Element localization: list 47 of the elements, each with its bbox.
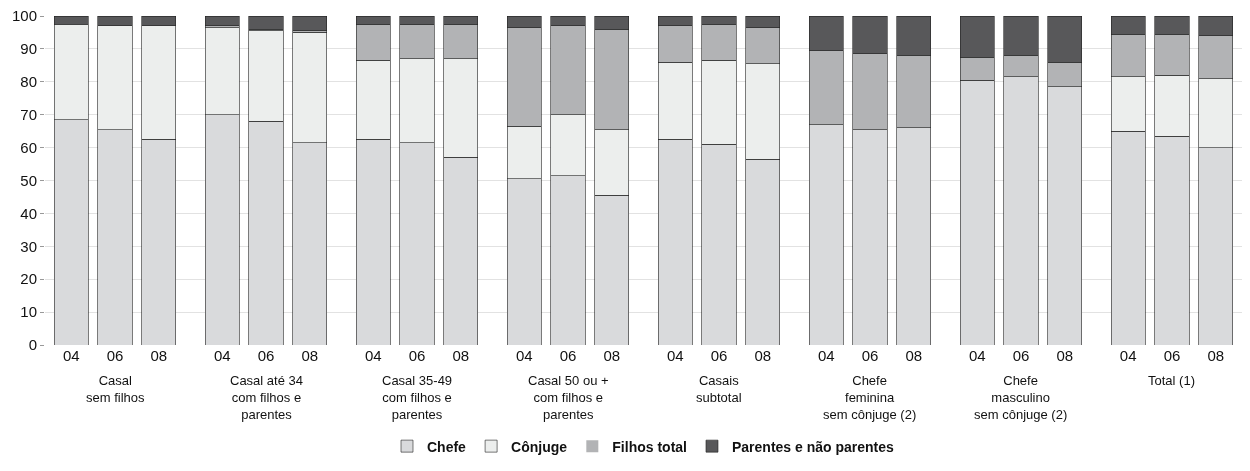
- x-tick-label: 06: [710, 347, 728, 364]
- y-tick-label: 70: [20, 105, 37, 123]
- y-tick-label: 30: [20, 237, 37, 255]
- x-tick-label: 06: [1012, 347, 1030, 364]
- y-tick-label: 80: [20, 73, 37, 91]
- x-tick-label: 08: [452, 347, 470, 364]
- legend-label: Parentes e não parentes: [731, 438, 895, 455]
- y-tick-label: 40: [20, 204, 37, 222]
- x-tick-label: 08: [1056, 347, 1074, 364]
- text: Casais subtotal: [696, 373, 742, 405]
- y-tick-label: 100: [11, 7, 37, 25]
- text: Casal 50 ou + com filhos e parentes: [528, 373, 609, 422]
- x-tick-label: 04: [364, 347, 382, 364]
- y-tick-label: 60: [20, 138, 37, 156]
- legend-label: Filhos total: [612, 438, 687, 455]
- y-tick-label: 50: [20, 171, 37, 189]
- x-tick-label: 08: [905, 347, 923, 364]
- x-tick-label: 04: [666, 347, 684, 364]
- text: Casal sem filhos: [86, 373, 146, 405]
- y-tick-label: 0: [28, 336, 37, 354]
- x-tick-label: 04: [817, 347, 835, 364]
- x-tick-label: 06: [408, 347, 426, 364]
- x-tick-label: 06: [861, 347, 879, 364]
- y-tick-label: 20: [20, 270, 37, 288]
- x-tick-label: 08: [150, 347, 168, 364]
- text: Chefe masculino sem cônjuge (2): [974, 373, 1068, 422]
- y-tick-label: 10: [20, 303, 37, 321]
- text: Chefe feminina sem cônjuge (2): [823, 373, 917, 422]
- x-tick-label: 06: [106, 347, 124, 364]
- x-tick-label: 04: [968, 347, 986, 364]
- x-tick-label: 04: [515, 347, 533, 364]
- x-tick-label: 08: [754, 347, 772, 364]
- legend-label: Chefe: [427, 438, 467, 455]
- text: Casal até 34 com filhos e parentes: [230, 373, 303, 422]
- x-tick-label: 04: [1119, 347, 1137, 364]
- x-tick-label: 08: [603, 347, 621, 364]
- x-tick-label: 08: [1207, 347, 1225, 364]
- x-tick-label: 06: [559, 347, 577, 364]
- text: Casal 35-49 com filhos e parentes: [382, 373, 453, 422]
- x-tick-label: 04: [62, 347, 80, 364]
- x-tick-label: 08: [301, 347, 319, 364]
- x-tick-label: 06: [257, 347, 275, 364]
- legend-label: Cônjuge: [511, 438, 568, 455]
- text: Total (1): [1148, 373, 1195, 388]
- x-tick-label: 04: [213, 347, 231, 364]
- x-tick-label: 06: [1163, 347, 1181, 364]
- y-tick-label: 90: [20, 40, 37, 58]
